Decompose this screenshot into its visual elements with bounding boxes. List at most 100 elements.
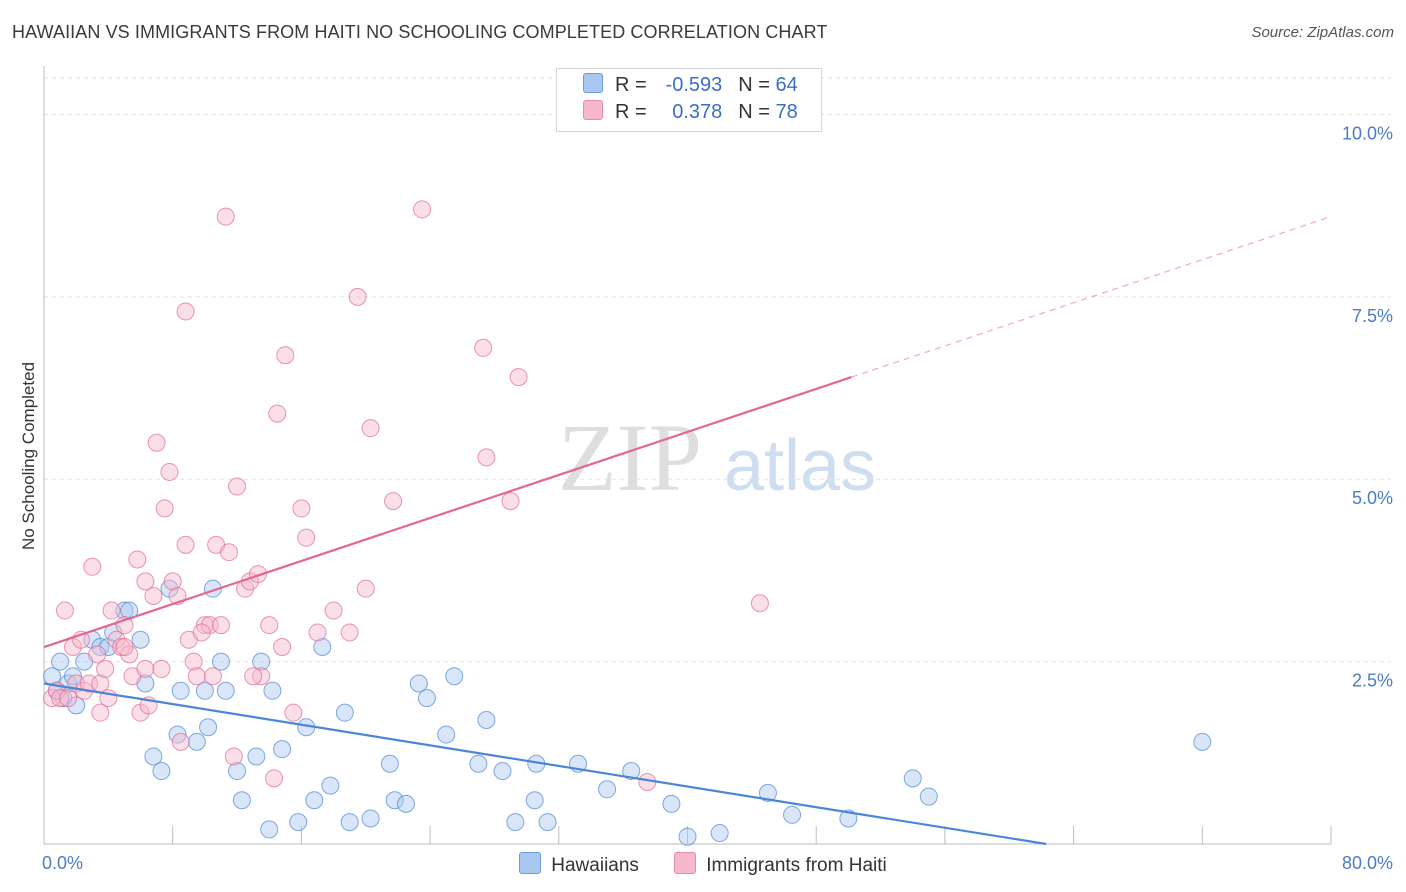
haiti-point <box>265 769 284 788</box>
legend-swatch-hawaiians <box>583 73 603 93</box>
watermark-zip: ZIP <box>558 404 702 511</box>
haiti-point <box>340 623 359 642</box>
hawaiians-point <box>493 762 512 781</box>
hawaiians-point <box>187 732 206 751</box>
trend-lines <box>43 216 1332 846</box>
haiti-point <box>102 601 121 620</box>
hawaiians-point <box>144 747 163 766</box>
haiti-point <box>55 601 74 620</box>
axes <box>43 66 1332 845</box>
legend-n-value: 64 <box>775 74 798 96</box>
hawaiians-point <box>211 652 230 671</box>
hawaiians-point <box>839 809 858 828</box>
hawaiians-point <box>919 787 938 806</box>
haiti-trend-line <box>43 376 852 649</box>
haiti-point <box>324 601 343 620</box>
hawaiians-point <box>538 813 557 832</box>
hawaiians-point <box>252 652 271 671</box>
haiti-point <box>284 703 303 722</box>
series-legend-hawaiians: Hawaiians <box>519 852 639 877</box>
hawaiians-point <box>195 681 214 700</box>
haiti-point <box>216 207 235 226</box>
hawaiians-point <box>152 762 171 781</box>
haiti-point <box>268 404 287 423</box>
hawaiians-point <box>232 791 251 810</box>
haiti-point <box>192 623 211 642</box>
legend-row-hawaiians: R = -0.593 N = 64 <box>583 73 798 99</box>
haiti-point <box>163 572 182 591</box>
legend-n-label: N = <box>738 74 770 96</box>
hawaiians-point <box>321 776 340 795</box>
haiti-point <box>211 616 230 635</box>
hawaiians-point <box>622 762 641 781</box>
x-tick-label: 0.0% <box>42 853 83 873</box>
hawaiians-point <box>340 813 359 832</box>
series-label-hawaiians: Hawaiians <box>551 855 639 876</box>
series-legend-haiti: Immigrants from Haiti <box>674 852 887 877</box>
haiti-point <box>136 572 155 591</box>
haiti-point <box>244 667 263 686</box>
haiti-point <box>220 543 239 562</box>
legend-r-label: R = <box>615 74 647 96</box>
hawaiians-point <box>1193 732 1212 751</box>
hawaiians-point <box>199 718 218 737</box>
haiti-point <box>147 433 166 452</box>
hawaiians-point <box>228 762 247 781</box>
hawaiians-point <box>396 794 415 813</box>
legend-r-value: 0.378 <box>672 101 723 123</box>
source-label: Source: ZipAtlas.com <box>1251 24 1394 41</box>
y-tick-label: 10.0% <box>1342 123 1393 143</box>
haiti-point <box>248 565 267 584</box>
hawaiians-point <box>758 783 777 802</box>
haiti-point <box>83 557 102 576</box>
hawaiians-point <box>477 710 496 729</box>
hawaiians-point <box>437 725 456 744</box>
hawaiians-point <box>380 754 399 773</box>
legend-row-haiti: R = 0.378 N = 78 <box>583 100 798 126</box>
hawaiians-point <box>506 813 525 832</box>
haiti-point <box>144 586 163 605</box>
legend-swatch-haiti <box>583 100 603 120</box>
hawaiians-point <box>247 747 266 766</box>
hawaiians-point <box>335 703 354 722</box>
legend-r-label: R = <box>615 101 647 123</box>
hawaiians-point <box>361 809 380 828</box>
hawaiians-point <box>263 681 282 700</box>
series-swatch-hawaiians <box>519 852 542 874</box>
hawaiians-point <box>417 689 436 708</box>
hawaiians-point <box>783 805 802 824</box>
legend-r-value: -0.593 <box>665 74 723 96</box>
series-swatch-haiti <box>674 852 697 874</box>
points <box>43 200 1212 846</box>
x-tick-label: 80.0% <box>1342 853 1393 873</box>
series-legend: Hawaiians Immigrants from Haiti <box>0 852 1406 877</box>
x-tick-labels: 0.0% 80.0% <box>42 853 1393 873</box>
hawaiians-point <box>305 791 324 810</box>
y-tick-label: 2.5% <box>1352 671 1393 691</box>
y-axis-label: No Schooling Completed <box>19 362 38 550</box>
haiti-point <box>59 689 78 708</box>
hawaiians-point <box>409 674 428 693</box>
hawaiians-point <box>273 740 292 759</box>
haiti-trend-extension <box>851 216 1332 378</box>
hawaiians-point <box>313 638 332 657</box>
haiti-point <box>384 492 403 511</box>
haiti-point <box>88 645 107 664</box>
haiti-point <box>187 667 206 686</box>
haiti-point <box>152 659 171 678</box>
hawaiians-trend-line <box>43 682 1047 846</box>
haiti-point <box>160 462 179 481</box>
haiti-point <box>228 477 247 496</box>
haiti-point <box>474 338 493 357</box>
hawaiians-point <box>51 652 70 671</box>
haiti-point <box>96 659 115 678</box>
haiti-point <box>297 528 316 547</box>
hawaiians-point <box>598 780 617 799</box>
haiti-point <box>308 623 327 642</box>
legend-n-value: 78 <box>775 101 798 123</box>
y-tick-label: 7.5% <box>1352 306 1393 326</box>
hawaiians-point <box>131 630 150 649</box>
haiti-point <box>361 419 380 438</box>
haiti-point <box>155 499 174 518</box>
